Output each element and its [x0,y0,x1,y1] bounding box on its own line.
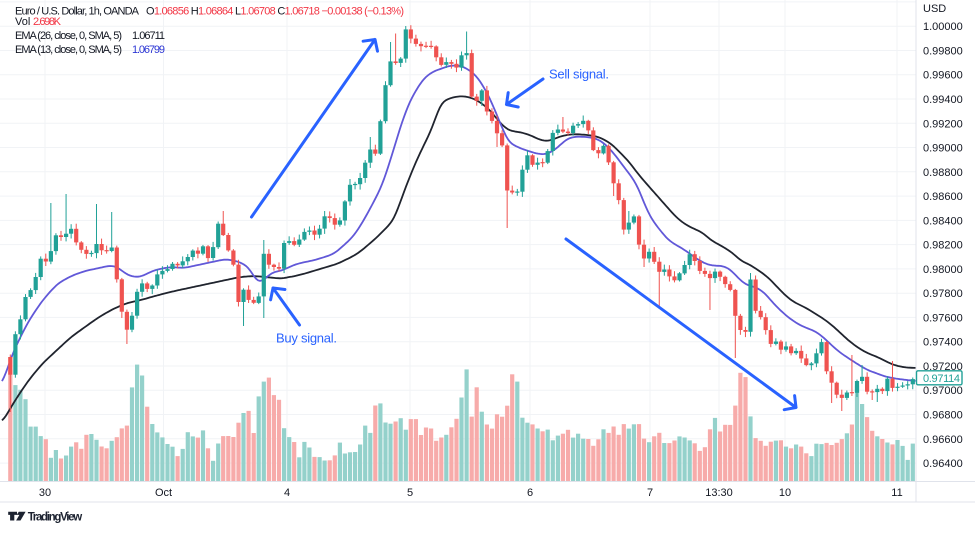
svg-text:0.98800: 0.98800 [923,167,963,179]
svg-text:0.97400: 0.97400 [923,337,963,349]
svg-text:7: 7 [647,487,653,499]
svg-text:0.97000: 0.97000 [923,385,963,397]
svg-text:0.99400: 0.99400 [923,94,963,106]
svg-text:0.97200: 0.97200 [923,361,963,373]
svg-text:TradingView: TradingView [28,511,83,523]
svg-text:0.98400: 0.98400 [923,215,963,227]
svg-text:1.06711: 1.06711 [132,30,165,42]
svg-text:30: 30 [39,487,51,499]
svg-text:Euro / U.S. Dollar, 1h, OANDA: Euro / U.S. Dollar, 1h, OANDA [15,5,140,17]
svg-text:1.06799: 1.06799 [132,44,165,56]
svg-text:EMA (26, close, 0, SMA, 5): EMA (26, close, 0, SMA, 5) [15,30,122,42]
svg-text:13:30: 13:30 [705,487,733,499]
svg-text:0.98000: 0.98000 [923,264,963,276]
svg-text:5: 5 [407,487,413,499]
svg-text:10: 10 [779,487,791,499]
svg-text:0.99600: 0.99600 [923,70,963,82]
svg-text:Vol: Vol [15,16,30,28]
svg-text:4: 4 [284,487,290,499]
svg-text:Oct: Oct [155,487,172,499]
svg-text:0.99200: 0.99200 [923,118,963,130]
svg-text:0.97800: 0.97800 [923,288,963,300]
svg-text:6: 6 [527,487,533,499]
svg-text:O1.06856 H1.06864 L1.06708 C1.: O1.06856 H1.06864 L1.06708 C1.06718 −0.0… [146,5,404,17]
svg-text:0.99800: 0.99800 [923,46,963,58]
svg-text:0.96400: 0.96400 [923,458,963,470]
svg-text:0.97600: 0.97600 [923,312,963,324]
svg-text:1.00000: 1.00000 [923,21,963,33]
svg-text:0.96600: 0.96600 [923,434,963,446]
svg-text:Sell signal.: Sell signal. [549,67,609,82]
svg-text:0.98600: 0.98600 [923,191,963,203]
svg-text:0.99000: 0.99000 [923,143,963,155]
svg-text:0.98200: 0.98200 [923,240,963,252]
svg-text:USD: USD [923,3,946,15]
svg-text:11: 11 [891,487,902,499]
svg-text:2.698K: 2.698K [33,16,62,28]
svg-text:Buy signal.: Buy signal. [276,331,337,346]
svg-text:0.97114: 0.97114 [923,373,960,385]
svg-text:0.96800: 0.96800 [923,410,963,422]
svg-text:EMA (13, close, 0, SMA, 5): EMA (13, close, 0, SMA, 5) [15,44,122,56]
